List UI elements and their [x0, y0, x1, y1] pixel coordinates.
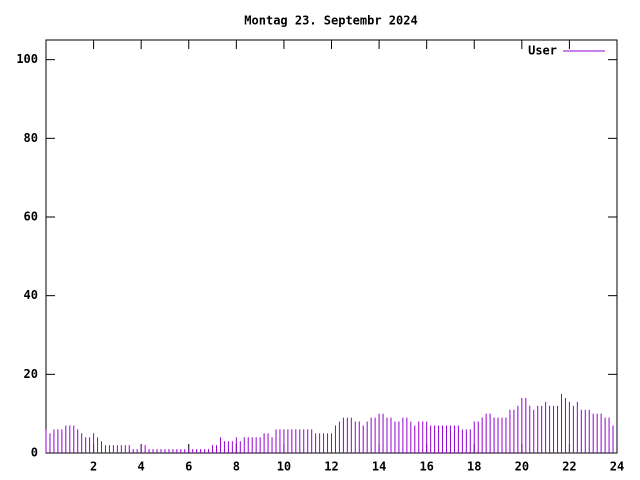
x-tick-label: 2 [90, 460, 97, 474]
x-tick-label: 4 [138, 460, 145, 474]
y-tick-label: 20 [24, 367, 38, 381]
y-tick-label: 100 [16, 52, 38, 66]
x-tick-label: 24 [610, 460, 624, 474]
x-tick-label: 14 [372, 460, 386, 474]
y-tick-label: 40 [24, 288, 38, 302]
x-tick-label: 8 [233, 460, 240, 474]
y-tick-label: 60 [24, 210, 38, 224]
x-tick-label: 22 [562, 460, 576, 474]
y-tick-label: 80 [24, 131, 38, 145]
x-tick-label: 18 [467, 460, 481, 474]
y-tick-label: 0 [31, 446, 38, 460]
legend-label: User [528, 44, 557, 58]
x-tick-label: 12 [324, 460, 338, 474]
chart-title: Montag 23. Septembr 2024 [244, 14, 417, 28]
x-tick-label: 10 [277, 460, 291, 474]
x-tick-label: 6 [185, 460, 192, 474]
x-tick-label: 20 [515, 460, 529, 474]
x-tick-label: 16 [419, 460, 433, 474]
